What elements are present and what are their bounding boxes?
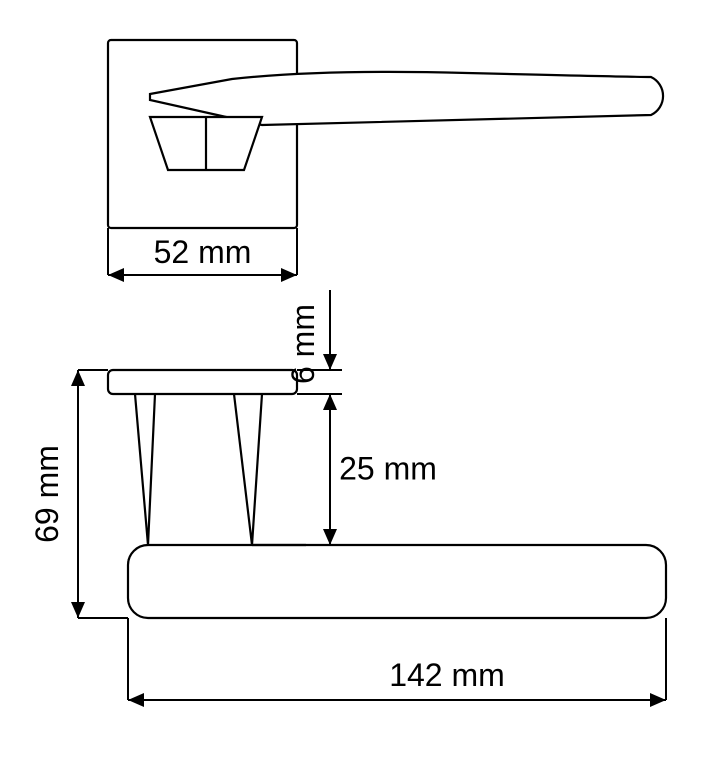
outline-layer <box>108 40 666 618</box>
dim-rose-depth: 6 mm <box>285 304 321 384</box>
label-layer: 52 mm 6 mm 25 mm 69 mm 142 mm <box>29 234 505 693</box>
technical-drawing: 52 mm 6 mm 25 mm 69 mm 142 mm <box>0 0 722 779</box>
dim-lever-drop: 25 mm <box>339 451 437 487</box>
dim-total-height: 69 mm <box>29 445 65 543</box>
dim-total-length: 142 mm <box>389 657 505 693</box>
dim-rose-width: 52 mm <box>154 234 252 270</box>
